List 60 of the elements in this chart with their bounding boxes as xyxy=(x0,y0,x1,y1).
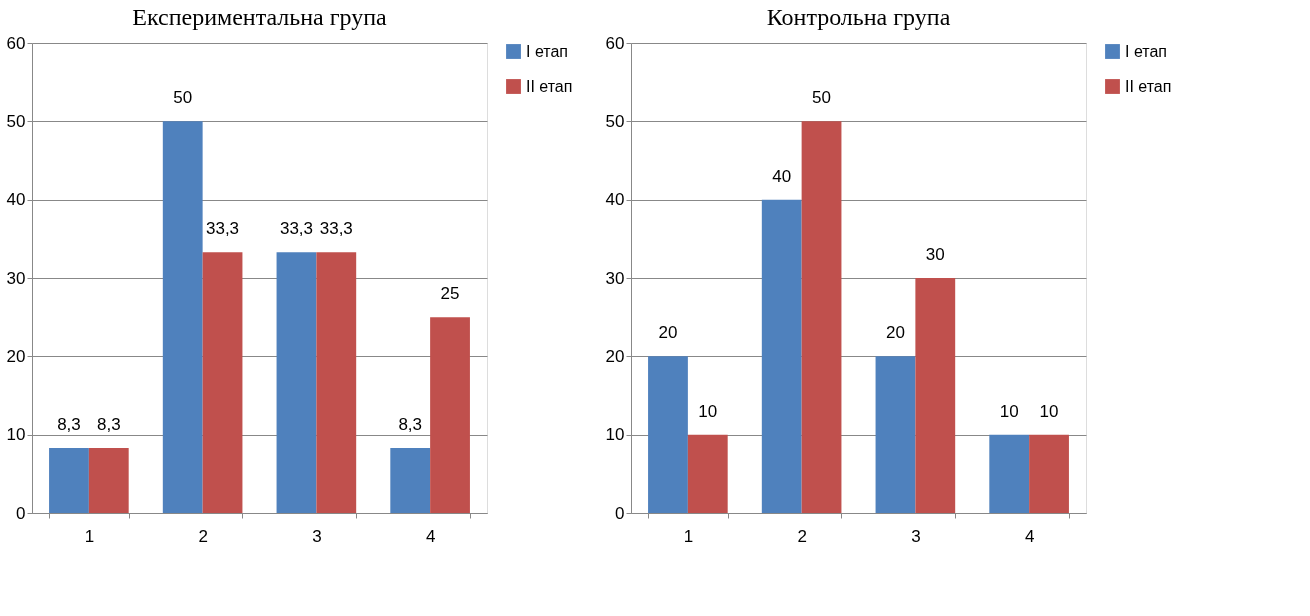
bar xyxy=(687,434,728,513)
x-tick-label: 4 xyxy=(425,526,436,546)
bar xyxy=(761,199,802,513)
y-tick-label: 40 xyxy=(605,190,625,210)
data-label: 40 xyxy=(772,166,792,186)
bar xyxy=(648,356,688,513)
y-tick-label: 50 xyxy=(6,111,26,131)
bar xyxy=(430,317,470,513)
x-tick-label: 4 xyxy=(1024,526,1035,546)
legend-label: II етап xyxy=(1125,77,1172,95)
bar xyxy=(316,252,357,513)
y-tick-label: 30 xyxy=(6,268,26,288)
legend-label: II етап xyxy=(526,77,573,95)
bar xyxy=(162,121,203,513)
data-label: 8,3 xyxy=(57,414,81,434)
legend-label: I етап xyxy=(526,42,568,60)
y-tick-label: 0 xyxy=(16,503,26,523)
bar xyxy=(915,278,956,513)
bar xyxy=(88,447,129,513)
data-label: 20 xyxy=(886,323,905,343)
data-label: 8,3 xyxy=(96,414,121,434)
data-label: 33,3 xyxy=(205,219,240,239)
x-tick-label: 3 xyxy=(911,526,921,546)
y-tick-label: 10 xyxy=(605,425,625,445)
data-label: 50 xyxy=(173,88,193,108)
y-tick-label: 60 xyxy=(605,33,625,53)
y-tick-label: 20 xyxy=(605,346,625,366)
chart-title: Контрольна група xyxy=(766,4,951,30)
bar xyxy=(202,252,243,513)
bar xyxy=(1029,434,1069,513)
bar xyxy=(875,356,916,513)
x-tick-label: 1 xyxy=(683,526,694,546)
data-label: 33,3 xyxy=(319,219,353,239)
data-label: 30 xyxy=(925,245,945,264)
data-label: 25 xyxy=(440,284,460,304)
y-tick-label: 0 xyxy=(615,503,625,523)
x-tick-label: 1 xyxy=(84,526,95,546)
y-tick-label: 50 xyxy=(605,111,625,131)
bar xyxy=(390,447,431,513)
bar xyxy=(49,447,89,513)
data-label: 10 xyxy=(698,401,718,421)
bar xyxy=(801,121,842,513)
data-label: 33,3 xyxy=(279,219,314,239)
x-tick-label: 2 xyxy=(797,526,807,546)
bar xyxy=(276,252,317,513)
y-tick-label: 40 xyxy=(6,190,26,210)
y-tick-label: 60 xyxy=(6,33,26,53)
y-tick-label: 20 xyxy=(6,346,26,366)
legend-label: I етап xyxy=(1125,42,1167,60)
x-tick-label: 2 xyxy=(198,526,208,546)
y-tick-label: 10 xyxy=(6,425,26,445)
data-label: 50 xyxy=(812,88,831,108)
data-label: 10 xyxy=(999,401,1019,421)
x-tick-label: 3 xyxy=(312,526,322,546)
data-label: 10 xyxy=(1039,401,1059,421)
chart-title: Експериментальна група xyxy=(132,4,388,30)
data-label: 20 xyxy=(658,323,678,343)
bar xyxy=(989,434,1030,513)
data-label: 8,3 xyxy=(398,414,423,434)
y-tick-label: 30 xyxy=(605,268,625,288)
